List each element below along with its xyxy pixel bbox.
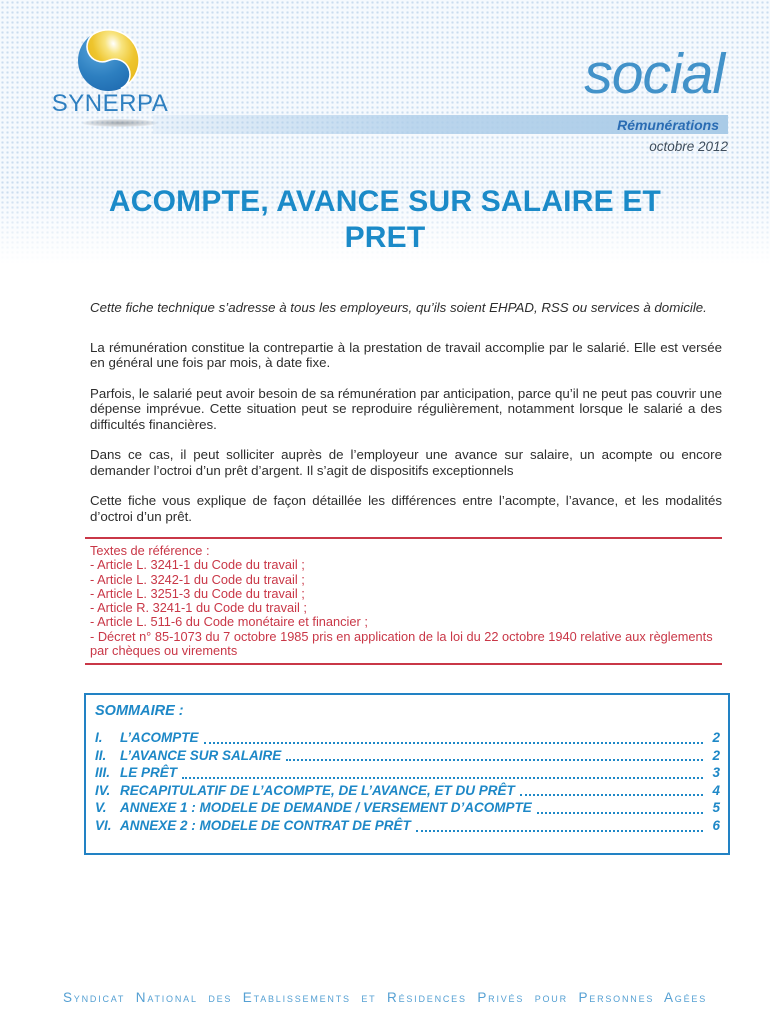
page-title: ACOMPTE, AVANCE SUR SALAIRE ET PRET [108,185,662,254]
reference-item: - Article L. 3242-1 du Code du travail ; [90,571,305,587]
toc-dot-leader [286,759,703,762]
logo-wordmark: SYNERPA [51,90,169,117]
toc-numeral: V. [95,800,107,816]
document-header: SYNERPA social Rémunérations octobre 201… [0,0,770,272]
toc-page-number: 4 [712,782,720,798]
toc-entry-annexe-2[interactable]: VI. ANNEXE 2 : MODELE DE CONTRAT DE PRÊT… [95,818,720,836]
toc-dot-leader [519,794,703,797]
masthead-title: social [584,42,725,106]
toc-rows: I. L’ACOMPTE 2 II. L’AVANCE SUR SALAIRE … [95,730,720,836]
toc-numeral: IV. [95,782,111,798]
reference-item: - Article R. 3241-1 du Code du travail ; [90,600,307,616]
toc-page-number: 5 [712,800,720,816]
toc-dot-leader [536,811,703,814]
reference-item: - Article L. 3251-3 du Code du travail ; [90,585,305,601]
paragraph: Parfois, le salarié peut avoir besoin de… [90,385,722,432]
toc-label: RECAPITULATIF DE L’ACOMPTE, DE L’AVANCE,… [120,782,515,798]
toc-dot-leader [182,776,703,779]
toc-label: ANNEXE 1 : MODELE DE DEMANDE / VERSEMENT… [120,800,532,816]
toc-dot-leader [415,829,703,832]
reference-item: - Décret n° 85-1073 du 7 octobre 1985 pr… [90,628,713,659]
toc-numeral: III. [95,765,111,781]
body-text: Cette fiche technique s’adresse à tous l… [90,300,722,539]
toc-title: SOMMAIRE : [95,703,184,719]
toc-numeral: II. [95,747,107,763]
paragraph: Dans ce cas, il peut solliciter auprès d… [90,447,722,478]
toc-entry-le-pret[interactable]: III. LE PRÊT 3 [95,765,720,783]
toc-label: ANNEXE 2 : MODELE DE CONTRAT DE PRÊT [120,817,411,833]
logo-shadow [82,119,158,127]
toc-page-number: 2 [712,730,720,745]
toc-entry-recapitulatif[interactable]: IV. RECAPITULATIF DE L’ACOMPTE, DE L’AVA… [95,783,720,801]
synerpa-logo-icon [77,29,140,92]
footer-organization-name: Syndicat National des Etablissements et … [62,990,707,1005]
reference-title: Textes de référence : [90,543,210,558]
toc-entry-annexe-1[interactable]: V. ANNEXE 1 : MODELE DE DEMANDE / VERSEM… [95,800,720,818]
toc-dot-leader [203,741,703,744]
intro-paragraph: Cette fiche technique s’adresse à tous l… [90,300,707,315]
toc-page-number: 6 [712,817,720,833]
reference-item: - Article L. 3241-1 du Code du travail ; [90,557,305,573]
toc-numeral: I. [95,730,103,745]
paragraph: La rémunération constitue la contreparti… [90,339,722,371]
toc-label: L’AVANCE SUR SALAIRE [120,747,282,763]
toc-entry-acompte[interactable]: I. L’ACOMPTE 2 [95,730,720,748]
issue-date: octobre 2012 [649,139,728,154]
category-bar: Rémunérations [153,115,728,134]
toc-page-number: 2 [712,747,720,763]
toc-label: L’ACOMPTE [120,730,199,745]
paragraph: Cette fiche vous explique de façon détai… [90,493,722,524]
reference-texts-box: Textes de référence : - Article L. 3241-… [85,537,722,666]
toc-label: LE PRÊT [120,765,178,781]
table-of-contents: SOMMAIRE : I. L’ACOMPTE 2 II. L’AVANCE S… [84,693,730,855]
reference-item: - Article L. 511-6 du Code monétaire et … [90,614,368,630]
toc-numeral: VI. [95,817,112,833]
category-label: Rémunérations [617,116,719,133]
toc-page-number: 3 [712,765,720,781]
toc-entry-avance-sur-salaire[interactable]: II. L’AVANCE SUR SALAIRE 2 [95,748,720,766]
